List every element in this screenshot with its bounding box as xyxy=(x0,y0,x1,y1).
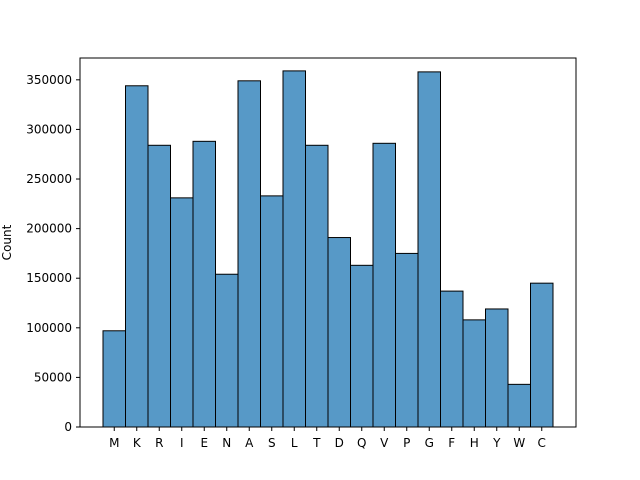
x-tick-label: W xyxy=(513,436,525,450)
x-tick-label: G xyxy=(425,436,434,450)
x-tick-label: Y xyxy=(492,436,501,450)
bar-G xyxy=(417,71,441,428)
x-tick-label: V xyxy=(380,436,389,450)
bar-F xyxy=(440,290,464,428)
y-tick-label: 50000 xyxy=(34,370,72,384)
y-ticks-group: 0 50000 100000 150000 200000 250000 300000 3500… xyxy=(26,73,80,434)
x-tick-label: D xyxy=(335,436,344,450)
x-tick-label: Q xyxy=(357,436,366,450)
x-tick-label: C xyxy=(538,436,546,450)
y-tick-label: 350000 xyxy=(26,73,72,87)
x-tick-label: K xyxy=(133,436,142,450)
x-tick-label: T xyxy=(312,436,321,450)
y-tick-label: 100000 xyxy=(26,321,72,335)
y-tick-label: 300000 xyxy=(26,122,72,136)
bar-T xyxy=(305,144,329,428)
bar-W xyxy=(507,383,531,428)
x-tick-label: S xyxy=(268,436,276,450)
plot-frame xyxy=(79,57,577,428)
y-tick-label: 200000 xyxy=(26,222,72,236)
x-tick-label: M xyxy=(109,436,119,450)
bar-M xyxy=(102,330,126,428)
x-tick-label: H xyxy=(470,436,479,450)
x-tick-label: A xyxy=(245,436,254,450)
y-axis-label: Count xyxy=(0,224,14,260)
bar-I xyxy=(170,197,194,428)
bar-E xyxy=(192,140,216,428)
bar-A xyxy=(237,80,261,428)
y-tick-label: 250000 xyxy=(26,172,72,186)
bar-V xyxy=(372,142,396,428)
bar-H xyxy=(462,319,486,428)
x-tick-label: P xyxy=(403,436,410,450)
bar-K xyxy=(125,85,149,428)
bar-R xyxy=(147,144,171,428)
x-tick-label: R xyxy=(155,436,163,450)
x-tick-label: N xyxy=(222,436,231,450)
x-tick-label: L xyxy=(291,436,298,450)
bar-P xyxy=(395,252,419,428)
bar-S xyxy=(260,195,284,428)
bars-group xyxy=(102,70,554,428)
y-tick-label: 0 xyxy=(64,420,72,434)
x-tick-label: E xyxy=(200,436,208,450)
bar-D xyxy=(327,237,351,428)
x-tick-label: F xyxy=(448,436,455,450)
x-tick-label: I xyxy=(180,436,184,450)
bar-N xyxy=(215,273,239,428)
bar-L xyxy=(282,70,306,428)
bar-C xyxy=(530,282,554,428)
bar-Q xyxy=(350,264,374,428)
y-tick-label: 150000 xyxy=(26,271,72,285)
bar-Y xyxy=(485,308,509,428)
